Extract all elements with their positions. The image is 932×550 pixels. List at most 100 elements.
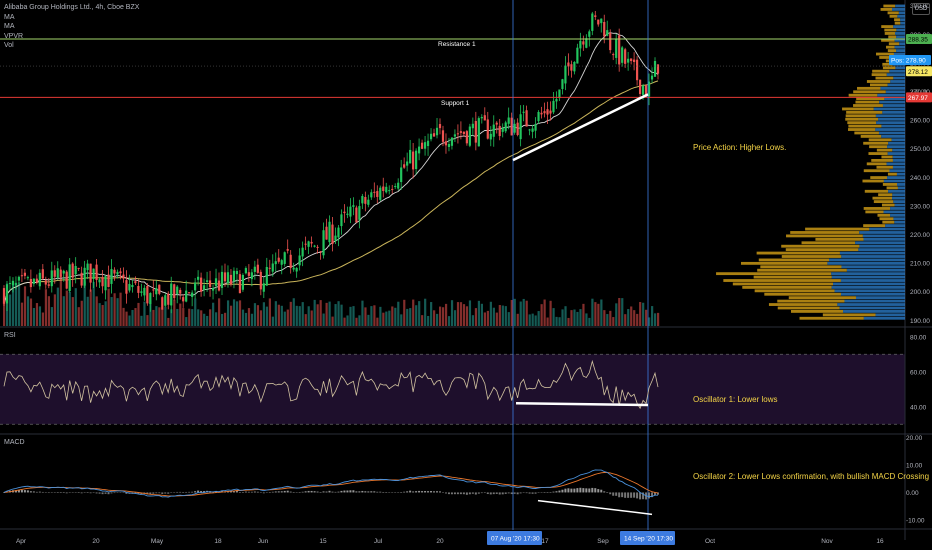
macd-hist-bar: [480, 492, 483, 494]
macd-hist-bar: [519, 492, 522, 494]
vp-row-up: [858, 248, 905, 252]
volume-bar: [534, 315, 537, 326]
macd-hist-bar: [549, 492, 552, 493]
macd-hist-bar: [573, 488, 576, 493]
candle-body: [582, 41, 585, 45]
vp-row-down: [764, 292, 841, 296]
currency-badge[interactable]: USD: [912, 3, 930, 15]
volume-bar: [400, 314, 403, 326]
macd-hist-bar: [501, 492, 504, 495]
volume-bar: [188, 308, 191, 326]
ma-slow-line: [3, 80, 659, 304]
candle-body: [23, 272, 27, 276]
vp-row-up: [878, 131, 905, 135]
macd-hist-bar: [265, 492, 268, 493]
macd-hist-bar: [274, 491, 277, 493]
candle-body: [217, 280, 221, 291]
macd-hist-bar: [528, 492, 531, 494]
candle-body: [429, 133, 433, 140]
volume-bar: [241, 309, 245, 326]
candle-body: [29, 278, 32, 288]
volume-bar: [223, 312, 227, 326]
vp-row-down: [862, 179, 884, 183]
candle-body: [531, 128, 534, 132]
vp-row-up: [895, 66, 905, 70]
macd-hist-bar: [110, 492, 113, 494]
volume-bar: [125, 311, 128, 326]
candle-body: [65, 271, 68, 289]
volume-bar: [612, 317, 615, 326]
vp-row-up: [875, 128, 905, 131]
candle-body: [376, 191, 379, 197]
candle-body: [576, 47, 579, 64]
candle-body: [340, 214, 343, 227]
volume-bar: [558, 317, 561, 326]
candle-body: [47, 284, 50, 286]
vp-row-up: [892, 8, 905, 11]
volume-bar: [274, 301, 277, 326]
candle-body: [191, 292, 194, 297]
vp-row-down: [790, 231, 860, 234]
volume-bar: [489, 301, 492, 326]
macd-hist-bar: [86, 492, 89, 493]
rsi-tick-2: 80.00: [910, 334, 927, 341]
volume-bar: [68, 291, 71, 326]
vp-row-up: [894, 220, 905, 224]
macd-hist-bar: [594, 488, 597, 493]
vp-row-up: [875, 313, 905, 317]
candle-body: [585, 38, 588, 48]
volume-bar: [564, 306, 567, 326]
candle-body: [229, 274, 233, 285]
macd-hist-bar: [328, 490, 331, 493]
volume-bar: [615, 303, 618, 326]
macd-hist-bar: [247, 491, 250, 493]
volume-bar: [370, 306, 373, 326]
vp-row-down: [848, 124, 882, 128]
macd-hist-bar: [462, 492, 465, 495]
legend-vol[interactable]: Vol: [4, 42, 14, 49]
volume-bar: [468, 300, 472, 326]
volume-bar: [391, 306, 394, 326]
volume-bar: [567, 317, 570, 326]
macd-hist-bar: [65, 492, 68, 494]
legend-ma-fast[interactable]: MA: [4, 13, 15, 21]
candle-body: [173, 284, 176, 299]
vp-row-up: [881, 124, 905, 128]
vp-row-up: [878, 117, 905, 121]
macd-hist-bar: [179, 491, 182, 493]
candle-body: [283, 252, 286, 264]
candle-body: [199, 277, 203, 292]
macd-hist-bar: [253, 491, 256, 493]
macd-hist-bar: [161, 492, 164, 494]
candle-body: [134, 281, 137, 284]
vp-row-down: [886, 186, 898, 190]
volume-bar: [510, 299, 513, 326]
candle-body: [367, 199, 370, 205]
volume-bar: [316, 304, 319, 326]
candle-body: [95, 264, 98, 280]
candle-body: [606, 30, 609, 36]
macd-hist-bar: [570, 488, 573, 493]
candle-body: [483, 115, 486, 121]
candle-body: [304, 243, 307, 245]
legend-vpvr[interactable]: VPVR: [4, 32, 24, 40]
macd-hist-bar: [579, 487, 582, 493]
volume-bar: [573, 309, 576, 326]
macd-hist-bar: [3, 492, 5, 493]
candle-body: [525, 110, 528, 127]
macd-hist-bar: [301, 491, 304, 493]
macd-hist-bar: [325, 491, 328, 493]
candle-body: [268, 267, 271, 269]
volume-bar: [179, 303, 182, 326]
volume-bar: [35, 303, 39, 326]
candle-body: [540, 112, 543, 115]
volume-bar: [134, 308, 137, 326]
candle-body: [194, 282, 197, 291]
macd-hist-bar: [185, 491, 188, 493]
candle-body: [77, 267, 80, 269]
macd-hist-bar: [621, 492, 624, 498]
legend-ma-slow[interactable]: MA: [4, 23, 15, 30]
candle-body: [495, 122, 498, 125]
volume-bar: [101, 305, 104, 326]
